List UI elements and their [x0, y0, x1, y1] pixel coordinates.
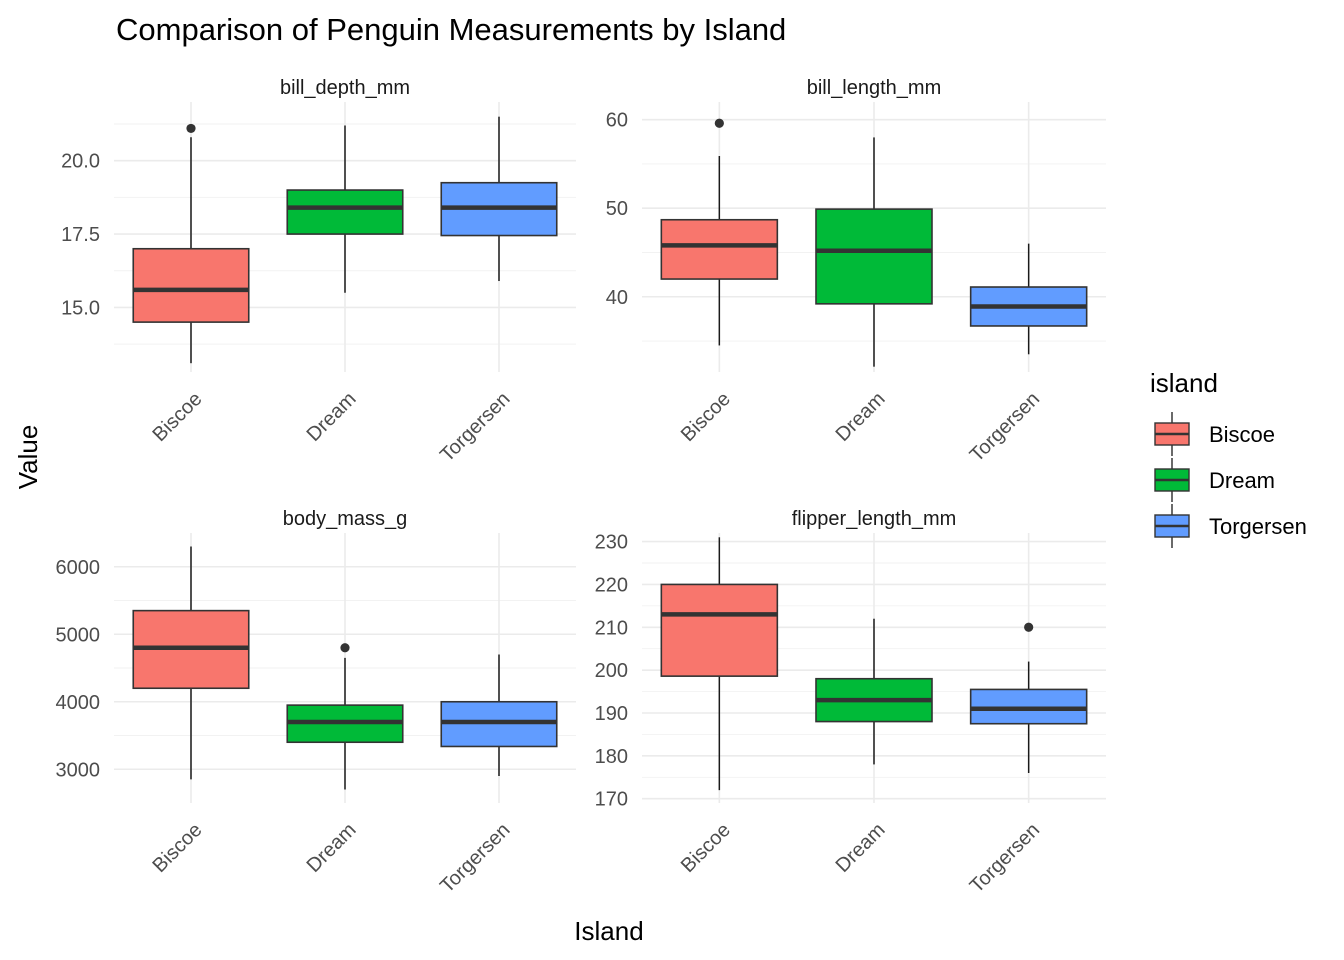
- iqr-box: [660, 218, 779, 280]
- y-tick-label: 230: [595, 532, 628, 554]
- x-tick-label: Dream: [303, 388, 361, 446]
- legend-item-biscoe: Biscoe: [1154, 412, 1275, 456]
- facet-flipper-length-mm: 170 180 190 200 210 220 230 flipper_length_mm Bi…: [595, 508, 1106, 897]
- x-tick-label: Dream: [832, 819, 890, 877]
- facet-bill-length-mm: 40 50 60 bill_length_mm Biscoe Dream Torgersen: [606, 77, 1106, 466]
- box-biscoe: [660, 118, 779, 346]
- y-tick-label: 20.0: [61, 151, 100, 173]
- box-biscoe: [660, 537, 779, 791]
- box-torgersen: [440, 116, 558, 282]
- outlier-point: [186, 123, 196, 134]
- y-tick-label: 180: [595, 746, 628, 768]
- y-tick-label: 170: [595, 789, 628, 811]
- legend-item-torgersen: Torgersen: [1154, 504, 1307, 548]
- facet-strip-label: body_mass_g: [283, 508, 408, 530]
- box-torgersen: [969, 622, 1088, 773]
- box-dream: [815, 137, 933, 367]
- y-tick-label: 3000: [56, 759, 101, 781]
- x-tick-label: Torgersen: [966, 819, 1044, 897]
- y-tick-label: 200: [595, 660, 628, 682]
- x-tick-label: Biscoe: [677, 388, 735, 446]
- y-tick-label: 40: [606, 287, 628, 309]
- x-tick-label: Dream: [303, 819, 361, 877]
- y-tick-label: 6000: [56, 557, 101, 579]
- facet-strip-label: bill_length_mm: [807, 77, 942, 99]
- facet-bill-depth-mm: 15.0 17.5 20.0 bill_depth_mm Biscoe Dream Torg…: [61, 77, 576, 466]
- iqr-box: [132, 247, 250, 323]
- y-tick-label: 190: [595, 703, 628, 725]
- x-tick-label: Dream: [832, 388, 890, 446]
- x-tick-label: Biscoe: [149, 388, 207, 446]
- box-biscoe: [132, 123, 250, 364]
- y-tick-label: 220: [595, 574, 628, 596]
- y-axis-title: Value: [13, 425, 43, 490]
- iqr-box: [815, 208, 933, 305]
- y-tick-label: 4000: [56, 692, 101, 714]
- y-tick-label: 50: [606, 198, 628, 220]
- legend: island Biscoe Dream Torgersen: [1150, 368, 1307, 548]
- outlier-point: [1024, 622, 1034, 632]
- facet-strip-label: bill_depth_mm: [280, 77, 410, 99]
- x-tick-label: Torgersen: [436, 388, 514, 466]
- box-dream: [286, 125, 404, 293]
- y-tick-label: 60: [606, 110, 628, 132]
- y-tick-label: 210: [595, 617, 628, 639]
- box-dream: [286, 643, 404, 790]
- legend-label: Dream: [1209, 468, 1275, 493]
- chart-title: Comparison of Penguin Measurements by Is…: [116, 12, 786, 47]
- facet-strip-label: flipper_length_mm: [792, 508, 957, 530]
- y-tick-label: 15.0: [61, 297, 100, 319]
- outlier-point: [714, 118, 724, 128]
- facet-panels: 15.0 17.5 20.0 bill_depth_mm Biscoe Dream Torg…: [56, 77, 1106, 897]
- box-torgersen: [969, 243, 1088, 355]
- legend-title: island: [1150, 368, 1218, 398]
- legend-label: Torgersen: [1209, 514, 1307, 539]
- x-tick-label: Torgersen: [966, 388, 1044, 466]
- x-tick-label: Biscoe: [149, 819, 207, 877]
- legend-item-dream: Dream: [1154, 458, 1275, 502]
- box-biscoe: [132, 546, 250, 780]
- y-tick-label: 5000: [56, 624, 101, 646]
- iqr-box: [660, 583, 779, 677]
- legend-label: Biscoe: [1209, 422, 1275, 447]
- y-tick-label: 17.5: [61, 224, 100, 246]
- box-torgersen: [440, 654, 558, 776]
- box-dream: [815, 618, 933, 765]
- facet-body-mass-g: 3000 4000 5000 6000 body_mass_g Biscoe Dream To…: [56, 508, 576, 897]
- x-tick-label: Biscoe: [677, 819, 735, 877]
- x-axis-title: Island: [574, 916, 643, 946]
- iqr-box: [286, 189, 404, 235]
- x-tick-label: Torgersen: [436, 819, 514, 897]
- outlier-point: [340, 643, 350, 653]
